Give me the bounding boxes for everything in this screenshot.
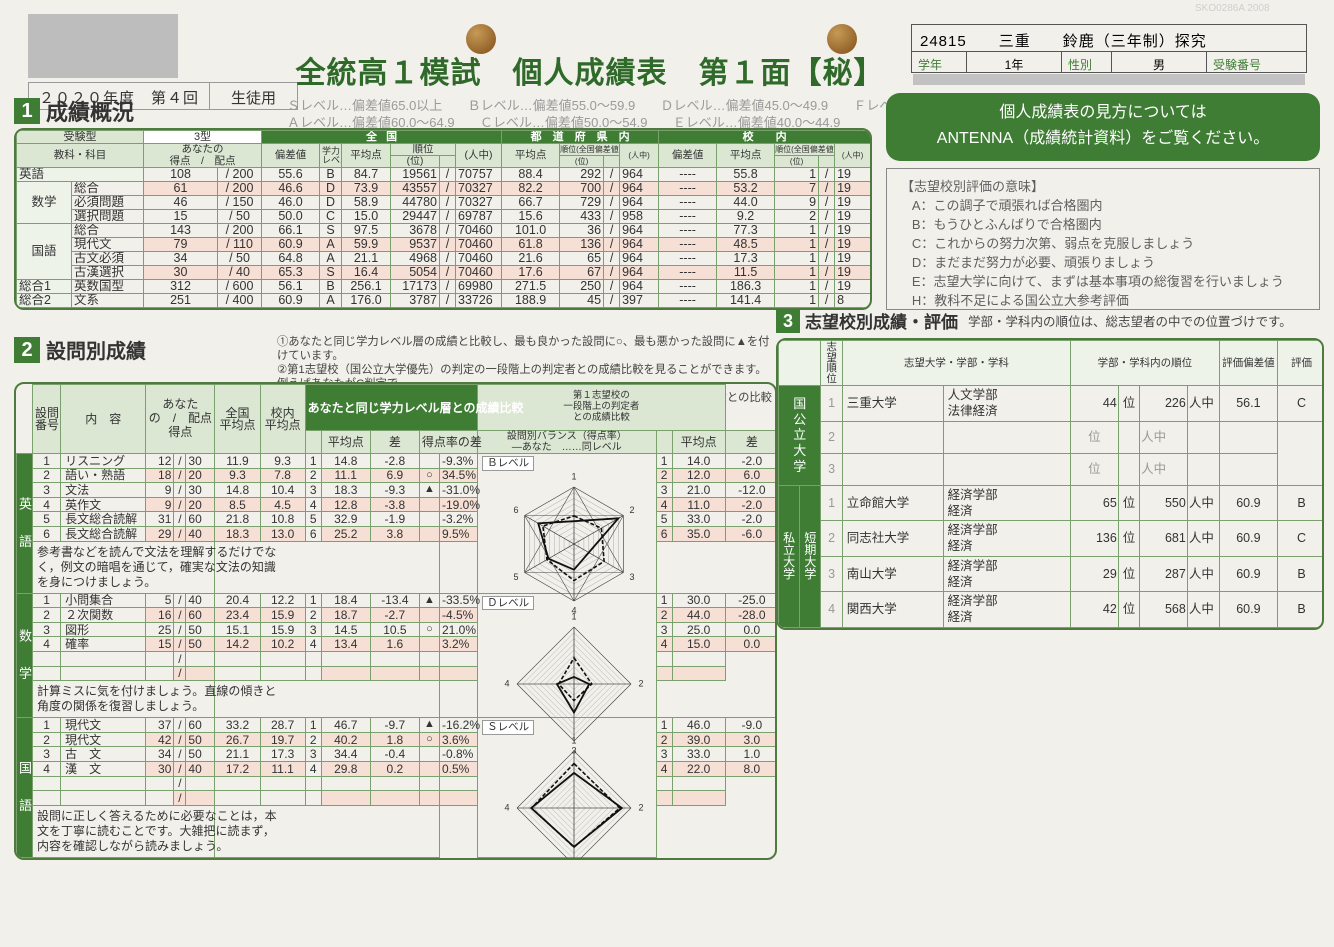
svg-text:1: 1: [572, 611, 577, 621]
svg-text:4: 4: [505, 678, 510, 688]
svg-text:5: 5: [514, 572, 519, 582]
svg-text:3: 3: [630, 572, 635, 582]
svg-text:6: 6: [514, 505, 519, 515]
svg-text:4: 4: [505, 803, 510, 813]
svg-text:2: 2: [639, 803, 644, 813]
svg-text:2: 2: [630, 505, 635, 515]
svg-text:1: 1: [572, 471, 577, 481]
svg-text:1: 1: [572, 736, 577, 746]
svg-text:2: 2: [639, 678, 644, 688]
